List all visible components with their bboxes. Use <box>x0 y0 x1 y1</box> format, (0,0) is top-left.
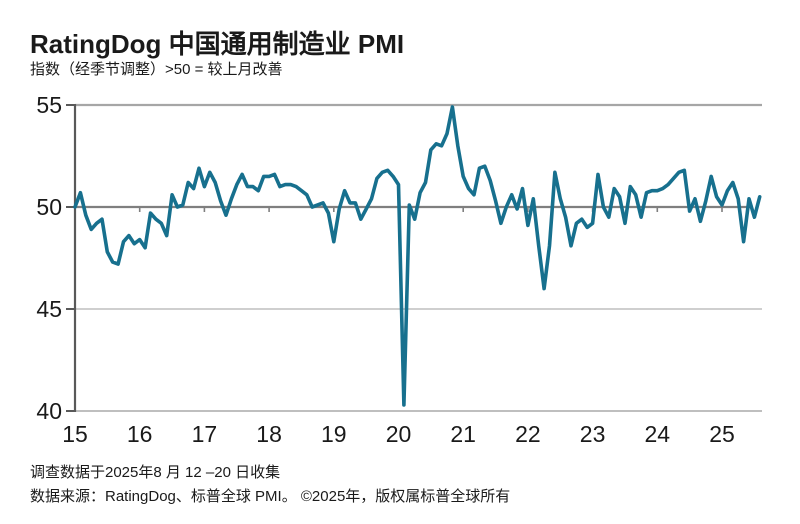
x-tick-label: 18 <box>256 421 282 447</box>
x-tick-label: 15 <box>62 421 88 447</box>
x-tick-label: 25 <box>709 421 735 447</box>
y-tick-label: 50 <box>36 194 62 220</box>
x-tick-label: 21 <box>450 421 476 447</box>
chart-subtitle: 指数（经季节调整）>50 = 较上月改善 <box>30 61 283 78</box>
y-tick-label: 55 <box>36 92 62 118</box>
x-tick-label: 17 <box>192 421 218 447</box>
x-tick-label: 16 <box>127 421 153 447</box>
footnote-source-copyright: 数据来源：RatingDog、标普全球 PMI。 ©2025年，版权属标普全球所… <box>30 488 511 505</box>
x-tick-label: 19 <box>321 421 347 447</box>
x-tick-label: 23 <box>580 421 606 447</box>
x-tick-label: 20 <box>386 421 412 447</box>
pmi-series-line <box>73 105 762 407</box>
x-tick-label: 24 <box>645 421 671 447</box>
y-tick-label: 45 <box>36 296 62 322</box>
y-tick-label: 40 <box>36 398 62 424</box>
x-tick-label: 22 <box>515 421 541 447</box>
chart-title: RatingDog 中国通用制造业 PMI <box>30 29 405 59</box>
footnote-collection-dates: 调查数据于2025年8 月 12 –20 日收集 <box>30 464 281 481</box>
